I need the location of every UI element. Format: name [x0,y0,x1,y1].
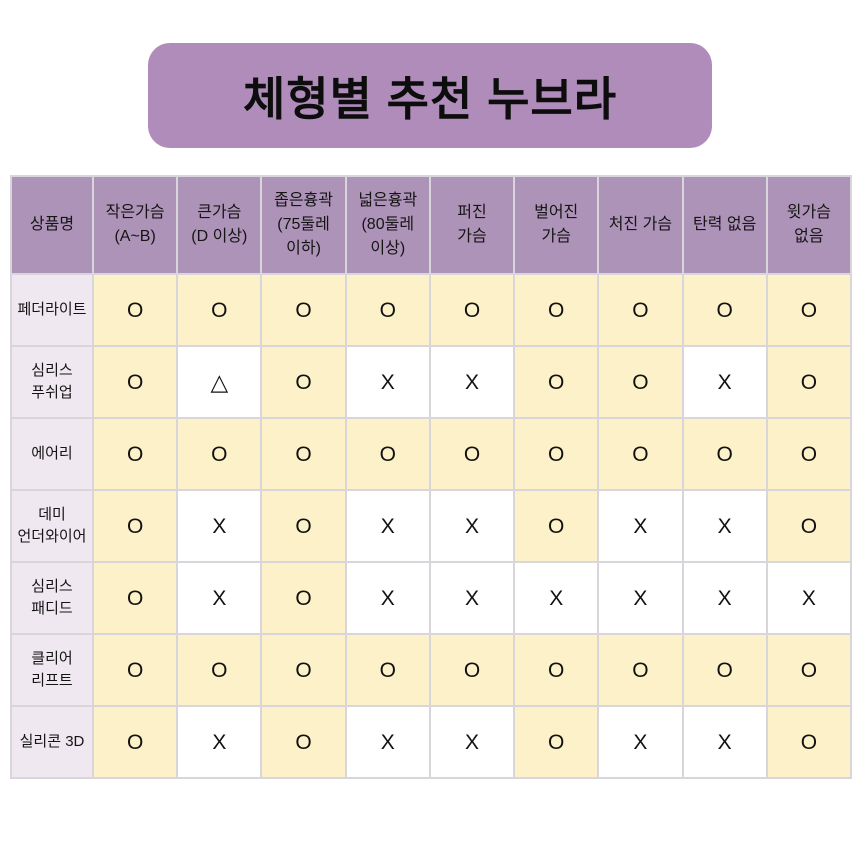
rating-cell: O [428,273,516,347]
rating-cell: X [428,705,516,779]
rating-cell: O [91,633,179,707]
rating-cell: X [681,705,768,779]
rating-cell: O [765,633,853,707]
rating-cell: O [513,345,600,419]
rating-cell: X [344,489,431,563]
rating-cell: O [513,417,600,491]
rating-cell: O [765,273,853,347]
rating-cell: △ [176,345,263,419]
column-header-cell: 윗가슴 없음 [765,175,853,275]
rating-cell: O [260,489,347,563]
rating-cell: O [765,345,853,419]
column-header-cell: 작은가슴 (A~B) [91,175,179,275]
rating-cell: O [428,633,516,707]
table-row: 심리스 푸쉬업 O △ O X X O O X O [10,345,853,419]
product-name-cell: 페더라이트 [10,273,94,347]
rating-cell: X [681,489,768,563]
rating-cell: X [597,705,684,779]
rating-cell: O [260,561,347,635]
product-name-cell: 에어리 [10,417,94,491]
rating-cell: X [176,489,263,563]
rating-cell: O [681,273,768,347]
rating-cell: X [681,561,768,635]
rating-cell: X [513,561,600,635]
column-header-cell: 탄력 없음 [681,175,768,275]
rating-cell: O [91,273,179,347]
rating-cell: O [91,705,179,779]
column-header-cell: 상품명 [10,175,94,275]
product-name-cell: 심리스 패디드 [10,561,94,635]
column-header-cell: 넓은흉곽 (80둘레 이상) [344,175,431,275]
rating-cell: X [428,561,516,635]
rating-cell: O [91,489,179,563]
rating-cell: O [176,273,263,347]
rating-cell: X [597,561,684,635]
rating-cell: O [260,417,347,491]
page-title: 체형별 추천 누브라 [242,72,618,125]
rating-cell: X [597,489,684,563]
rating-cell: O [176,417,263,491]
rating-cell: O [428,417,516,491]
product-name-cell: 심리스 푸쉬업 [10,345,94,419]
rating-cell: X [344,345,431,419]
rating-cell: O [260,633,347,707]
rating-cell: O [91,417,179,491]
column-header-cell: 큰가슴 (D 이상) [176,175,263,275]
rating-cell: O [91,561,179,635]
column-header-cell: 처진 가슴 [597,175,684,275]
table-row: 실리콘 3D O X O X X O X X O [10,705,853,779]
table-row: 데미 언더와이어 O X O X X O X X O [10,489,853,563]
rating-cell: X [176,705,263,779]
rating-cell: O [176,633,263,707]
rating-cell: O [681,633,768,707]
rating-cell: O [597,345,684,419]
rating-cell: O [513,273,600,347]
rating-cell: X [176,561,263,635]
rating-cell: X [428,345,516,419]
product-name-cell: 실리콘 3D [10,705,94,779]
column-header-cell: 퍼진 가슴 [428,175,516,275]
rating-cell: X [344,705,431,779]
table-row: 클리어 리프트 O O O O O O O O O [10,633,853,707]
table-row: 에어리 O O O O O O O O O [10,417,853,491]
title-banner: 체형별 추천 누브라 [148,43,712,148]
rating-cell: X [344,561,431,635]
table-body: 페더라이트 O O O O O O O O O 심리스 푸쉬업 O △ O X X O O X O 에어리 O O O O O O O… [10,273,853,779]
rating-cell: X [428,489,516,563]
table-row: 페더라이트 O O O O O O O O O [10,273,853,347]
header-row: 상품명 작은가슴 (A~B) 큰가슴 (D 이상) 좁은흉곽 (75둘레 이하) 넓은흉… [10,175,853,275]
rating-cell: O [597,417,684,491]
rating-cell: O [260,705,347,779]
rating-cell: O [765,705,853,779]
rating-cell: X [681,345,768,419]
rating-cell: O [344,633,431,707]
rating-cell: O [681,417,768,491]
rating-cell: O [513,489,600,563]
recommendation-table: 상품명 작은가슴 (A~B) 큰가슴 (D 이상) 좁은흉곽 (75둘레 이하) 넓은흉… [10,175,853,779]
rating-cell: O [91,345,179,419]
column-header-cell: 벌어진 가슴 [513,175,600,275]
rating-cell: O [344,417,431,491]
rating-cell: O [597,633,684,707]
product-name-cell: 클리어 리프트 [10,633,94,707]
rating-cell: O [765,417,853,491]
rating-cell: O [260,273,347,347]
product-name-cell: 데미 언더와이어 [10,489,94,563]
rating-cell: O [344,273,431,347]
rating-cell: O [597,273,684,347]
rating-cell: X [765,561,853,635]
column-header-cell: 좁은흉곽 (75둘레 이하) [260,175,347,275]
table-row: 심리스 패디드 O X O X X X X X X [10,561,853,635]
rating-cell: O [513,633,600,707]
rating-cell: O [513,705,600,779]
rating-cell: O [260,345,347,419]
rating-cell: O [765,489,853,563]
